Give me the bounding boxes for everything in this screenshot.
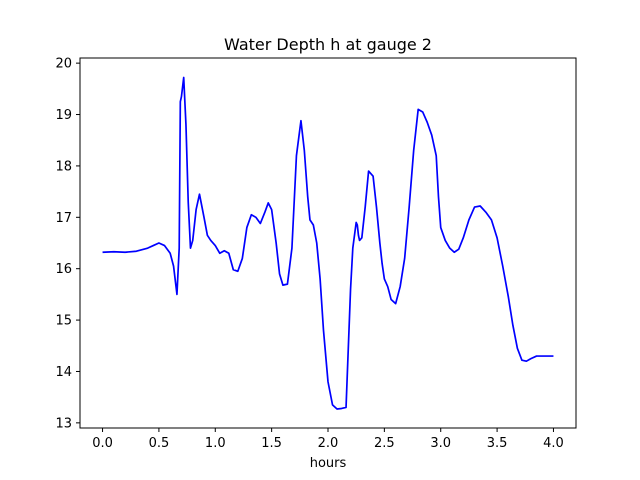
x-axis-label: hours — [310, 456, 347, 471]
x-tick-label: 3.5 — [487, 436, 508, 451]
x-tick-label: 2.0 — [318, 436, 339, 451]
x-tick-label: 3.0 — [430, 436, 451, 451]
x-tick-label: 2.5 — [374, 436, 395, 451]
plot-area — [102, 76, 554, 410]
x-tick-label: 4.0 — [543, 436, 564, 451]
y-tick-label: 15 — [55, 314, 72, 329]
chart-title: Water Depth h at gauge 2 — [224, 35, 432, 54]
x-axis: 0.0 0.5 1.0 1.5 2.0 2.5 3.0 3.5 4.0 — [92, 428, 564, 451]
y-axis: 13 14 15 16 17 18 19 20 — [55, 57, 80, 431]
y-tick-label: 14 — [55, 365, 72, 380]
y-tick-label: 16 — [55, 262, 72, 277]
y-tick-label: 18 — [55, 159, 72, 174]
x-tick-label: 0.5 — [149, 436, 170, 451]
series-line-0 — [102, 76, 554, 410]
x-tick-label: 0.0 — [92, 436, 113, 451]
x-tick-label: 1.0 — [205, 436, 226, 451]
y-tick-label: 13 — [55, 416, 72, 431]
plot-frame — [79, 57, 577, 429]
y-tick-label: 20 — [55, 57, 72, 72]
x-tick-label: 1.5 — [261, 436, 282, 451]
y-tick-label: 19 — [55, 108, 72, 123]
y-tick-label: 17 — [55, 211, 72, 226]
